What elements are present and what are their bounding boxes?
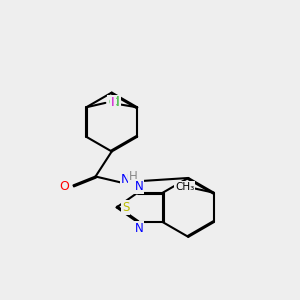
Text: Cl: Cl: [108, 96, 120, 110]
Text: H: H: [128, 170, 137, 183]
Text: O: O: [60, 180, 70, 193]
Text: N: N: [121, 173, 130, 186]
Text: N: N: [135, 221, 143, 235]
Text: N: N: [135, 180, 143, 193]
Text: S: S: [122, 201, 129, 214]
Text: I: I: [111, 96, 115, 110]
Text: CH₃: CH₃: [175, 182, 194, 192]
